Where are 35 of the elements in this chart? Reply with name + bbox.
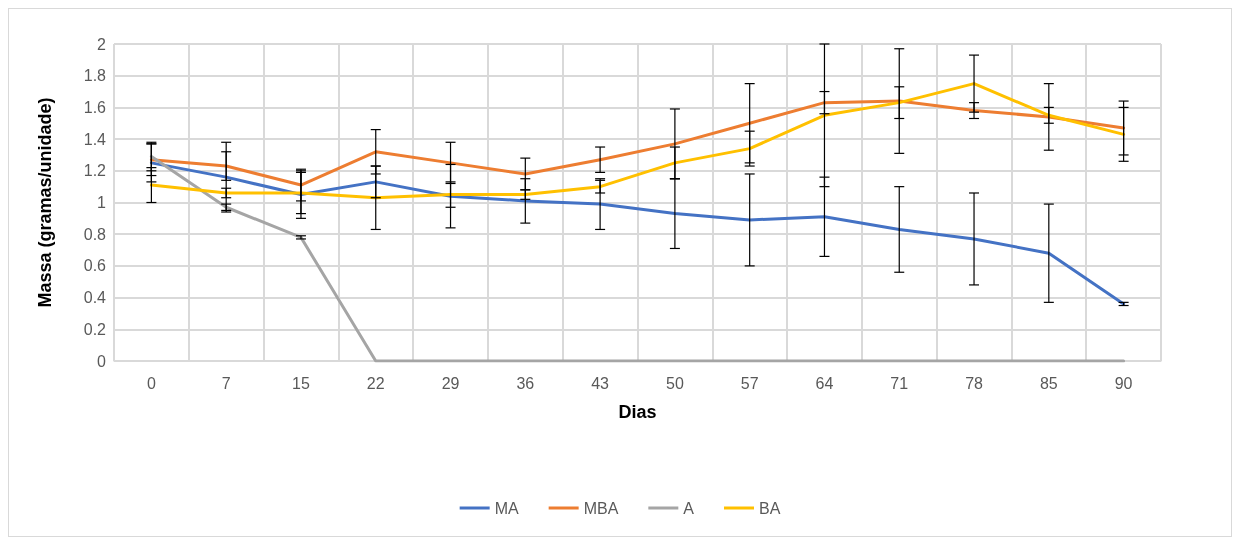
line-series (149, 161, 1126, 306)
x-tick-label: 7 (221, 374, 231, 392)
y-tick-label: 0.2 (83, 320, 107, 338)
x-tick-label: 78 (965, 374, 984, 392)
legend-label: MA (494, 499, 519, 517)
x-tick-label: 50 (665, 374, 684, 392)
line-series (149, 82, 1126, 200)
line-series (149, 155, 1126, 363)
x-tick-label: 22 (366, 374, 385, 392)
y-tick-label: 0.4 (83, 289, 107, 307)
x-tick-label: 85 (1039, 374, 1058, 392)
y-tick-label: 0.8 (83, 225, 107, 243)
x-tick-label: 90 (1114, 374, 1133, 392)
y-tick-label: 0 (97, 352, 107, 370)
x-tick-label: 57 (740, 374, 759, 392)
x-tick-label: 71 (890, 374, 909, 392)
y-tick-label: 0.6 (83, 257, 107, 275)
x-axis-title: Dias (618, 402, 657, 422)
y-tick-label: 1.8 (83, 67, 107, 85)
legend-label: BA (759, 499, 781, 517)
x-tick-label: 15 (292, 374, 310, 392)
legend-label: A (683, 499, 695, 517)
y-tick-label: 1 (97, 194, 107, 211)
y-tick-label: 1.2 (83, 162, 107, 180)
x-tick-label: 64 (815, 374, 834, 392)
x-tick-label: 36 (516, 374, 535, 392)
x-tick-label: 0 (146, 374, 156, 392)
x-tick-label: 43 (591, 374, 610, 392)
y-tick-label: 2 (97, 35, 107, 53)
legend-label: MBA (583, 499, 619, 517)
y-tick-label: 1.4 (83, 130, 107, 148)
y-axis-title: Massa (gramas/unidade) (35, 97, 55, 308)
x-tick-label: 29 (441, 374, 460, 392)
y-tick-label: 1.6 (83, 98, 107, 116)
line-series (149, 99, 1126, 187)
